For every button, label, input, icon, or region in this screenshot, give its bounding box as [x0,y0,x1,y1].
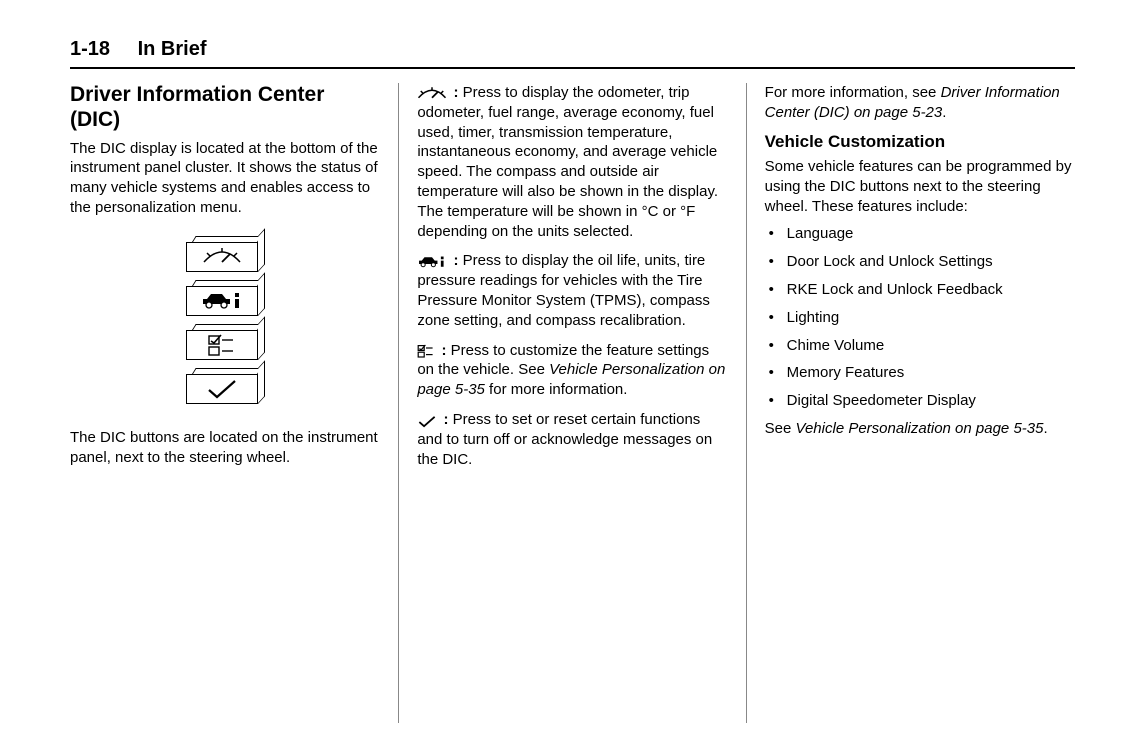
check-icon [205,379,239,399]
dic-caption: The DIC buttons are located on the instr… [70,428,380,468]
page-number: 1-18 [70,38,110,60]
page-header: 1-18 In Brief [70,38,1075,69]
dic-button-diagram [70,236,380,408]
more-info-prefix: For more information, see [765,84,941,101]
trip-text: Press to display the odometer, trip odom… [417,84,718,240]
colon: : [439,411,452,428]
list-item: Door Lock and Unlock Settings [767,252,1075,272]
trip-entry: : Press to display the odometer, trip od… [417,83,727,241]
vehicle-customization-intro: Some vehicle features can be programmed … [765,157,1075,216]
customize-icon [417,343,435,359]
trip-icon [417,87,447,101]
see-prefix: See [765,420,796,437]
list-item: Language [767,224,1075,244]
trip-button-shape [186,236,264,276]
trip-icon [202,248,242,266]
list-item: Lighting [767,308,1075,328]
vehicle-info-icon [200,291,244,311]
features-list: Language Door Lock and Unlock Settings R… [767,224,1075,411]
button-panel [178,236,272,408]
set-entry: : Press to set or reset certain function… [417,410,727,469]
colon: : [449,252,462,269]
colon: : [449,84,462,101]
dic-intro: The DIC display is located at the bottom… [70,139,380,218]
customize-icon [207,334,237,356]
section-title: In Brief [138,38,207,60]
column-3: For more information, see Driver Informa… [747,83,1075,723]
more-info-suffix: . [942,104,946,121]
column-2: : Press to display the odometer, trip od… [399,83,746,723]
set-text: Press to set or reset certain functions … [417,411,712,468]
vehicle-customization-heading: Vehicle Customization [765,131,1075,153]
see-italic: Vehicle Personalization on page 5-35 [796,420,1044,437]
see-suffix: . [1043,420,1047,437]
vehicle-info-icon [417,255,447,269]
customize-button-shape [186,324,264,364]
list-item: Digital Speedometer Display [767,391,1075,411]
customize-entry: : Press to customize the feature setting… [417,341,727,400]
more-info: For more information, see Driver Informa… [765,83,1075,123]
colon: : [437,342,450,359]
list-item: RKE Lock and Unlock Feedback [767,280,1075,300]
content-columns: Driver Information Center (DIC) The DIC … [70,83,1075,723]
set-button-shape [186,368,264,408]
vehicle-entry: : Press to display the oil life, units, … [417,251,727,330]
see-ref: See Vehicle Personalization on page 5-35… [765,419,1075,439]
column-1: Driver Information Center (DIC) The DIC … [70,83,399,723]
manual-page: 1-18 In Brief Driver Information Center … [0,0,1123,750]
list-item: Chime Volume [767,336,1075,356]
dic-heading: Driver Information Center (DIC) [70,83,380,133]
customize-text-2: for more information. [485,381,628,398]
vehicle-info-button-shape [186,280,264,320]
check-icon [417,415,437,428]
list-item: Memory Features [767,363,1075,383]
